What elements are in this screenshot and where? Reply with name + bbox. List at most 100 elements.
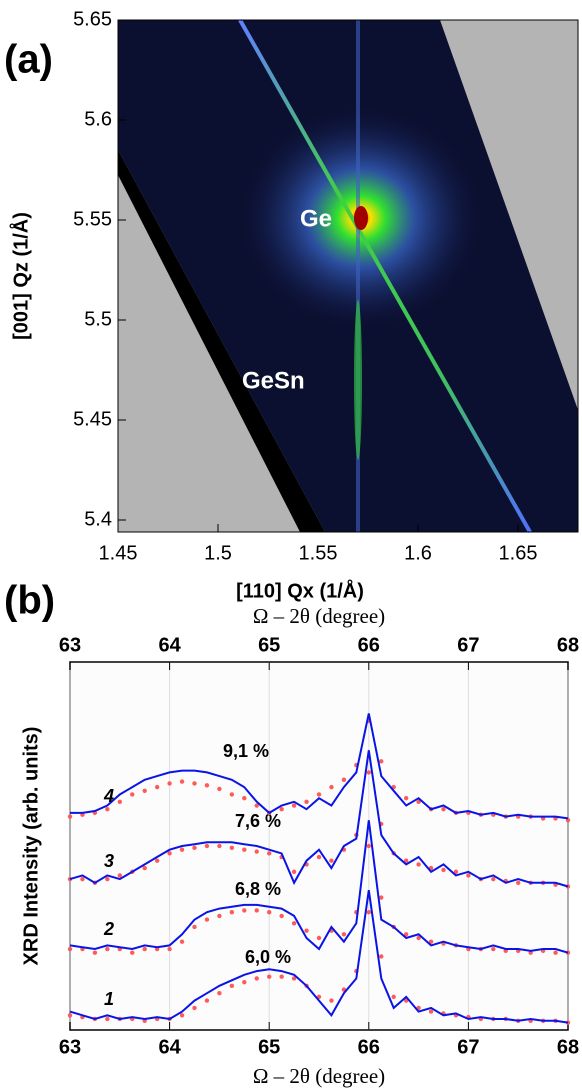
- y-tick-label: 5.45: [73, 408, 112, 430]
- y-tick-label: 5.55: [73, 208, 112, 230]
- measured-point: [416, 862, 421, 867]
- measured-point: [167, 781, 172, 786]
- x-tick-label: 66: [358, 1036, 380, 1058]
- simulated-line: [70, 713, 569, 820]
- measured-point: [379, 954, 384, 959]
- measured-point: [267, 851, 272, 856]
- x-axis-title: [110] Qx (1/Å): [236, 578, 364, 602]
- plot-frame: [69, 661, 569, 1031]
- measured-point: [67, 1013, 73, 1018]
- measured-point: [316, 792, 322, 797]
- x-tick-label: 1.65: [499, 542, 538, 564]
- x2-axis-title: Ω – 2θ (degree): [253, 604, 385, 628]
- measured-point: [204, 917, 210, 922]
- annotation: 9,1 %: [223, 741, 269, 761]
- measured-point: [491, 876, 496, 882]
- x-tick-label: 1.55: [299, 542, 338, 564]
- x-tick-label: 1.6: [404, 542, 432, 564]
- measured-point: [553, 950, 558, 955]
- measured-point: [491, 946, 496, 952]
- y-tick-label: 5.6: [84, 108, 112, 130]
- measured-point: [105, 876, 110, 882]
- measured-point: [428, 1009, 434, 1014]
- measured-point: [403, 932, 409, 937]
- measured-point: [341, 777, 347, 782]
- measured-point: [416, 935, 421, 941]
- measured-point: [441, 807, 446, 812]
- x2-tick-label: 66: [358, 634, 380, 656]
- x-tick-label: 64: [158, 1036, 181, 1058]
- measured-point: [154, 784, 160, 790]
- measured-point: [117, 799, 123, 805]
- simulated-line: [69, 750, 569, 888]
- series-label: 4: [103, 786, 114, 806]
- y-tick-label: 5.5: [84, 308, 112, 330]
- plot-frame: [117, 19, 579, 533]
- series-label: 3: [104, 851, 114, 871]
- measured-point: [453, 869, 459, 874]
- measured-point: [105, 807, 110, 812]
- annotation: 6,0 %: [245, 947, 291, 967]
- x-tick-label: 65: [258, 1036, 280, 1058]
- measured-point: [192, 781, 197, 786]
- measured-point: [254, 803, 259, 808]
- measured-point: [254, 976, 259, 981]
- measured-point: [254, 908, 259, 913]
- measured-point: [192, 1005, 197, 1011]
- measured-point: [441, 867, 446, 873]
- measured-point: [316, 935, 322, 941]
- measured-point: [130, 950, 135, 955]
- y-tick-label: 5.4: [84, 508, 112, 530]
- annotation: GeSn: [242, 367, 305, 394]
- measured-point: [242, 847, 247, 852]
- series-label: 1: [104, 989, 114, 1009]
- measured-point: [304, 928, 309, 933]
- measured-point: [279, 974, 284, 979]
- x-tick-label: 1.5: [204, 542, 232, 564]
- measured-point: [217, 913, 222, 919]
- measured-point: [105, 946, 110, 952]
- x2-tick-label: 68: [557, 634, 579, 656]
- measured-point: [516, 880, 521, 885]
- measured-point: [229, 845, 235, 851]
- panel-label: (a): [4, 38, 53, 82]
- measured-point: [242, 908, 247, 913]
- measured-point: [179, 1013, 185, 1018]
- x2-tick-label: 67: [457, 634, 479, 656]
- x-tick-label: 1.45: [99, 542, 138, 564]
- measured-point: [466, 873, 471, 878]
- measured-point: [117, 873, 123, 878]
- measured-point: [142, 788, 147, 793]
- annotation: 6,8 %: [235, 879, 281, 899]
- x2-tick-label: 63: [59, 634, 81, 656]
- measured-point: [366, 843, 371, 849]
- measured-point: [229, 983, 235, 989]
- measured-point: [291, 976, 297, 981]
- x-axis-title: Ω – 2θ (degree): [253, 1064, 385, 1088]
- measured-point: [192, 845, 197, 851]
- simulated-line: [69, 820, 569, 954]
- measured-point: [291, 921, 297, 926]
- measured-point: [142, 946, 147, 952]
- measured-point: [179, 779, 185, 784]
- simulated-line: [69, 890, 569, 1024]
- measured-point: [204, 783, 210, 788]
- x-tick-label: 68: [557, 1036, 579, 1058]
- measured-point: [341, 932, 347, 937]
- annotation: Ge: [300, 205, 332, 232]
- measured-point: [130, 792, 135, 797]
- measured-point: [366, 910, 371, 915]
- measured-point: [403, 858, 409, 863]
- measured-point: [279, 913, 284, 919]
- measured-point: [366, 770, 371, 775]
- y-axis-title: [001] Qz (1/Å): [8, 212, 32, 340]
- measured-point: [179, 939, 185, 944]
- measured-point: [67, 946, 73, 952]
- measured-point: [217, 786, 222, 792]
- measured-point: [105, 1016, 110, 1022]
- measured-point: [254, 849, 259, 854]
- x2-tick-label: 64: [158, 634, 181, 656]
- x2-tick-label: 65: [258, 634, 280, 656]
- measured-point: [329, 784, 334, 790]
